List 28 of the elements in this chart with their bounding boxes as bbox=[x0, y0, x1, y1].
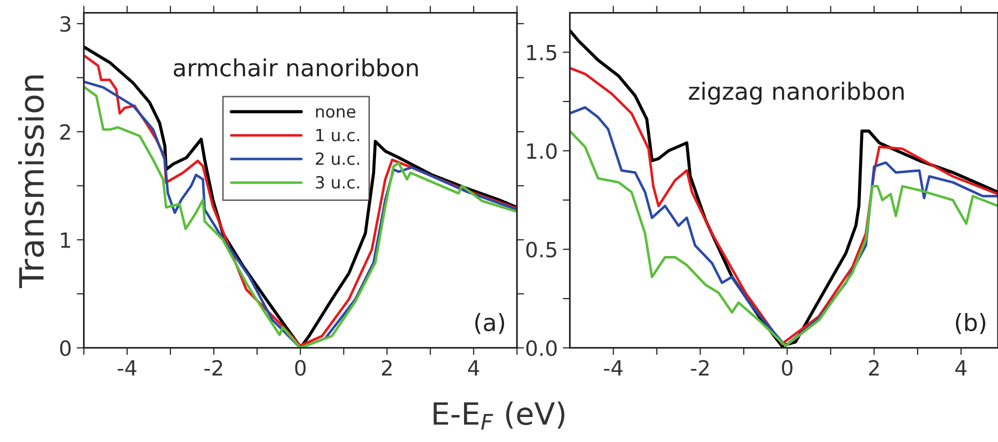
x-tick-label: -4 bbox=[118, 360, 136, 376]
y-tick-label: 1.0 bbox=[527, 143, 557, 159]
text: armchair nanoribbon bbox=[174, 58, 418, 77]
y-tick-label: 2 bbox=[60, 124, 70, 140]
x-tick-label: 2 bbox=[382, 360, 392, 376]
y-tick-label: 0.0 bbox=[526, 340, 557, 356]
y-tick-label: 3 bbox=[60, 16, 70, 32]
annotation: (b) bbox=[956, 312, 986, 334]
y-axis-title: Transmission bbox=[18, 76, 44, 288]
x-tick-label: 0 bbox=[295, 360, 306, 376]
y-tick-label: 1 bbox=[61, 232, 70, 248]
x-tick-label: 2 bbox=[869, 360, 879, 376]
x-tick-label: 4 bbox=[955, 360, 967, 376]
x-tick-label: -2 bbox=[690, 360, 709, 376]
y-tick-label: 0.5 bbox=[526, 242, 556, 258]
x-tick-label: -2 bbox=[204, 360, 222, 376]
legend-label: 1 u.c. bbox=[316, 129, 360, 142]
legend-label: none bbox=[316, 108, 356, 118]
y-tick-label: 1.5 bbox=[527, 44, 556, 60]
x-tick-label: -4 bbox=[604, 360, 623, 376]
x-tick-label: 0 bbox=[782, 360, 792, 376]
annotation: (a) bbox=[475, 313, 504, 334]
legend-label: 3 u.c. bbox=[316, 176, 360, 189]
x-axis-title: E-E$_{F}$ (eV) bbox=[434, 401, 564, 430]
y-tick-label: 0 bbox=[60, 340, 71, 356]
x-tick-label: 4 bbox=[468, 360, 480, 376]
legend-label: 2 u.c. bbox=[316, 152, 360, 166]
text: zigzag nanoribbon bbox=[688, 82, 904, 105]
